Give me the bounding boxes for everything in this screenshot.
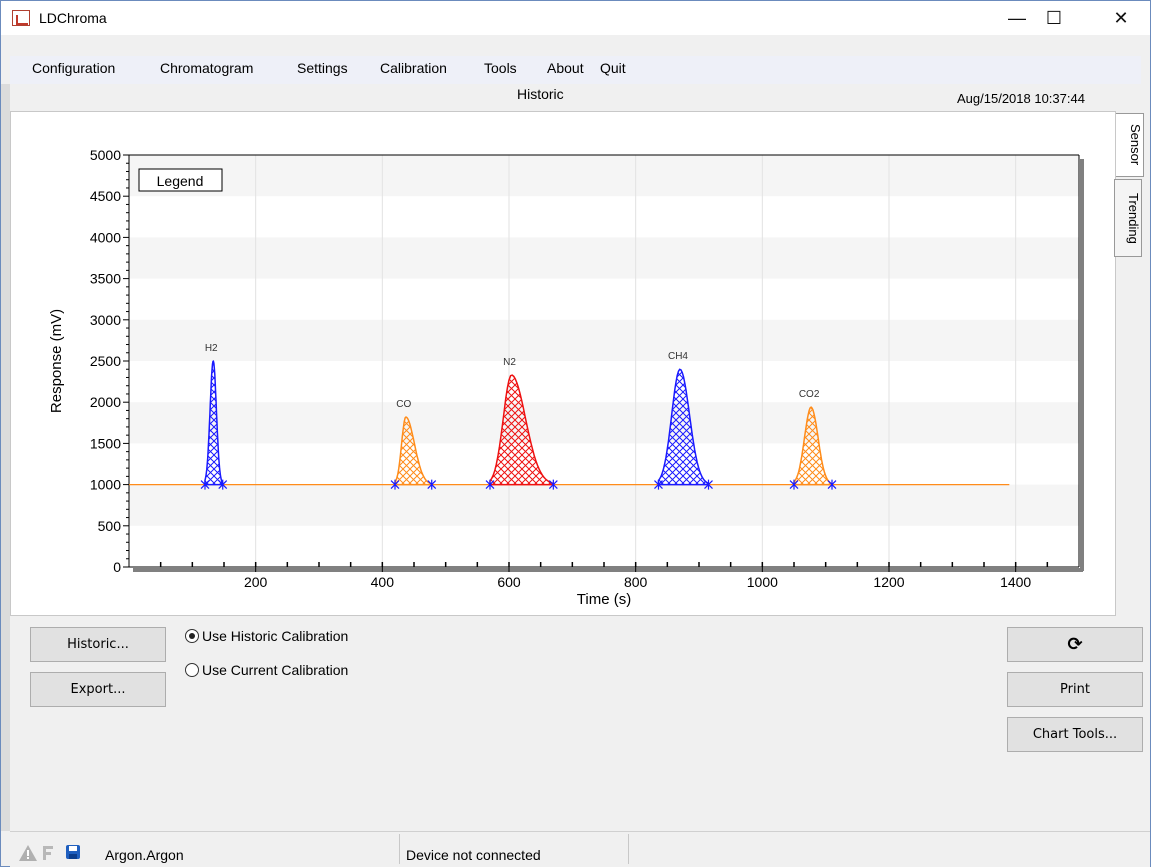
left-border <box>1 84 10 831</box>
filter-icon <box>43 846 53 860</box>
peak-marker <box>654 479 663 490</box>
grid-band <box>129 402 1079 444</box>
frame-shadow <box>1080 159 1084 571</box>
y-tick-label: 4500 <box>90 188 121 204</box>
tab-sensor[interactable]: Sensor <box>1116 113 1144 177</box>
peak-area <box>793 406 833 486</box>
status-divider <box>399 834 400 864</box>
radio-current-calibration[interactable]: Use Current Calibration <box>185 662 348 678</box>
menu-tools[interactable]: Tools <box>484 60 517 76</box>
chart-panel: 0 500 1000 1500 2000 2500 3000 3500 4000 4500 5000… <box>10 111 1116 616</box>
y-axis-label: Response (mV) <box>48 309 65 413</box>
y-tick-label: 1500 <box>90 435 121 451</box>
peak-area <box>657 368 710 486</box>
y-tick-label: 3000 <box>90 312 121 328</box>
peak-label: CO2 <box>799 389 820 400</box>
device-status: Device not connected <box>406 847 541 863</box>
x-tick-label: 800 <box>624 574 648 590</box>
x-tick-label: 1000 <box>747 574 778 590</box>
legend-box <box>138 168 223 192</box>
x-tick-label: 400 <box>371 574 395 590</box>
peak-marker <box>200 479 210 490</box>
minimize-button[interactable]: — <box>1008 8 1026 28</box>
app-icon <box>12 10 30 26</box>
peak-marker <box>827 479 837 490</box>
refresh-icon: ⟳ <box>1067 634 1083 655</box>
save-icon <box>66 845 80 859</box>
y-tick-label: 5000 <box>90 147 121 163</box>
tab-trending[interactable]: Trending <box>1114 179 1142 257</box>
close-button[interactable]: ✕ <box>1113 8 1129 28</box>
menu-chromatogram[interactable]: Chromatogram <box>160 60 254 76</box>
warning-icon <box>19 845 37 861</box>
menu-calibration[interactable]: Calibration <box>380 60 447 76</box>
peak-label: CO <box>396 399 411 410</box>
x-tick-label: 200 <box>244 574 268 590</box>
maximize-button[interactable]: ☐ <box>1045 8 1063 28</box>
peak-marker <box>485 479 495 490</box>
grid-band <box>129 319 1079 361</box>
peak-marker <box>704 479 713 490</box>
x-axis-label: Time (s) <box>577 591 631 608</box>
chart-tools-button[interactable]: Chart Tools... <box>1007 717 1143 752</box>
menu-quit[interactable]: Quit <box>600 60 626 76</box>
grid-band <box>129 484 1079 526</box>
datetime-label: Aug/15/2018 10:37:44 <box>957 91 1085 106</box>
peak-area <box>204 360 224 486</box>
status-divider <box>628 834 629 864</box>
x-tick-label: 1400 <box>1000 574 1031 590</box>
export-button[interactable]: Export... <box>30 672 166 707</box>
menu-bar <box>10 56 1141 84</box>
peak-label: CH4 <box>668 351 688 362</box>
refresh-button[interactable]: ⟳ <box>1007 627 1143 662</box>
y-tick-label: 500 <box>98 518 122 534</box>
peak-area <box>489 374 555 486</box>
print-button[interactable]: Print <box>1007 672 1143 707</box>
chromatogram-chart: 0 500 1000 1500 2000 2500 3000 3500 4000 4500 5000… <box>48 147 1084 608</box>
page-title: Historic <box>517 86 564 102</box>
peak-label: H2 <box>205 343 218 354</box>
radio-current-label: Use Current Calibration <box>202 662 349 678</box>
peak-area <box>394 416 433 486</box>
legend-label: Legend <box>157 173 204 189</box>
y-tick-label: 2000 <box>90 394 121 410</box>
window-title: LDChroma <box>39 10 107 26</box>
y-tick-label: 1000 <box>90 477 121 493</box>
grid-band <box>129 237 1079 279</box>
y-tick-label: 3500 <box>90 271 121 287</box>
radio-historic-calibration[interactable]: Use Historic Calibration <box>185 628 348 644</box>
x-tick-label: 1200 <box>873 574 904 590</box>
grid-band <box>129 155 1079 197</box>
peak-marker <box>427 479 437 490</box>
historic-button[interactable]: Historic... <box>30 627 166 662</box>
peak-marker <box>390 479 400 490</box>
peak-marker <box>218 479 228 490</box>
peak-label: N2 <box>503 357 516 368</box>
x-tick-label: 600 <box>497 574 521 590</box>
peak-marker <box>789 479 799 490</box>
radio-historic-dot[interactable] <box>185 629 199 643</box>
frame-shadow <box>133 568 1083 572</box>
radio-current-dot[interactable] <box>185 663 199 677</box>
profile-status: Argon.Argon <box>105 847 184 863</box>
peak-marker <box>548 479 558 490</box>
menu-about[interactable]: About <box>547 60 584 76</box>
status-bar <box>10 831 1150 867</box>
radio-historic-label: Use Historic Calibration <box>202 628 349 644</box>
y-tick-label: 4000 <box>90 229 121 245</box>
y-tick-label: 2500 <box>90 353 121 369</box>
title-bar: LDChroma — ☐ ✕ <box>1 1 1150 35</box>
y-tick-label: 0 <box>113 559 121 575</box>
menu-configuration[interactable]: Configuration <box>32 60 116 76</box>
menu-settings[interactable]: Settings <box>297 60 348 76</box>
